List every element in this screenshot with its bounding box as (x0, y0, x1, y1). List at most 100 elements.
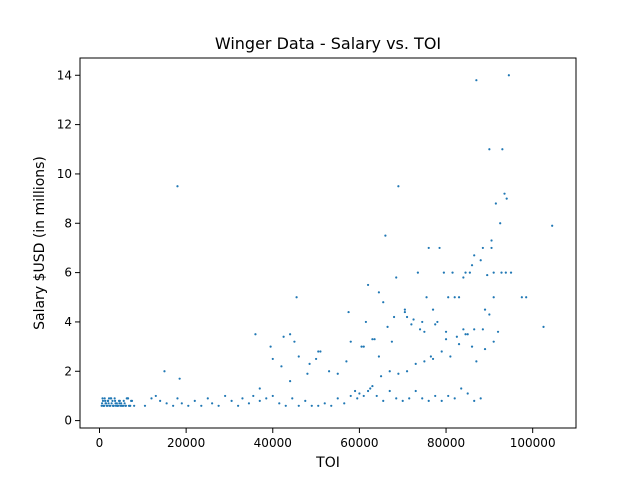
data-point (490, 239, 493, 242)
data-point (254, 333, 257, 336)
data-point (110, 402, 113, 405)
data-point (427, 246, 430, 250)
data-point (271, 357, 274, 361)
data-point (349, 340, 352, 343)
data-point (104, 399, 107, 402)
data-point (416, 271, 419, 274)
data-point (453, 296, 456, 299)
data-point (101, 399, 105, 402)
data-points (100, 74, 554, 407)
data-point (470, 345, 474, 348)
data-point (353, 389, 357, 393)
data-point (314, 357, 318, 361)
data-point (349, 394, 352, 398)
data-point (442, 271, 445, 274)
data-point (388, 389, 391, 393)
data-point (159, 399, 162, 402)
y-tick-label: 14 (57, 68, 72, 82)
data-point (187, 404, 190, 407)
data-point (107, 397, 111, 400)
data-point (317, 350, 320, 353)
data-point (520, 296, 523, 299)
data-point (427, 399, 430, 402)
data-point (258, 387, 261, 390)
data-point (468, 271, 471, 274)
data-point (440, 350, 443, 353)
data-point (364, 320, 367, 324)
data-point (289, 380, 292, 383)
data-point (124, 404, 128, 407)
data-point (481, 328, 484, 331)
data-point (163, 370, 166, 373)
data-point (464, 271, 467, 274)
data-point (473, 399, 476, 402)
data-point (130, 399, 133, 402)
data-point (414, 362, 417, 365)
data-point (154, 394, 157, 398)
data-point (172, 404, 175, 407)
data-point (408, 397, 411, 400)
data-point (466, 392, 469, 395)
data-point (403, 308, 406, 311)
data-point (494, 202, 497, 205)
data-point (295, 296, 298, 299)
data-point (479, 259, 482, 262)
data-point (496, 330, 500, 333)
data-point (397, 185, 400, 188)
data-point (447, 394, 450, 398)
data-point (111, 399, 114, 402)
data-point (133, 404, 136, 407)
data-point (462, 328, 465, 331)
data-point (479, 397, 482, 400)
data-point (114, 402, 117, 405)
data-point (123, 402, 126, 405)
data-point (501, 148, 504, 151)
data-point (504, 271, 507, 274)
data-point (323, 402, 326, 405)
y-axis-ticks: 0 2 4 6 8 10 12 14 (57, 68, 80, 428)
data-point (483, 347, 487, 351)
data-point (284, 404, 287, 407)
data-point (473, 254, 476, 257)
data-point (410, 323, 413, 326)
chart-title: Winger Data - Salary vs. TOI (215, 34, 441, 53)
data-point (278, 402, 281, 405)
data-point (100, 402, 104, 405)
data-point (434, 323, 437, 326)
data-point (330, 404, 333, 407)
data-point (297, 404, 300, 407)
y-tick-label: 12 (57, 118, 72, 132)
data-point (366, 389, 370, 393)
x-tick-label: 80000 (427, 436, 465, 450)
data-point (395, 397, 398, 400)
data-point (317, 404, 320, 407)
data-point (247, 402, 251, 405)
data-point (525, 296, 528, 299)
data-point (269, 345, 272, 348)
data-point (362, 394, 365, 398)
data-point (327, 370, 331, 373)
data-point (118, 402, 121, 405)
data-point (382, 399, 385, 402)
data-point (241, 397, 244, 400)
data-point (289, 333, 292, 336)
data-point (265, 397, 268, 400)
data-point (304, 399, 307, 402)
data-point (377, 291, 380, 294)
data-point (106, 399, 109, 402)
data-point (423, 360, 426, 363)
data-point (297, 355, 300, 358)
data-point (121, 404, 124, 407)
data-point (392, 315, 396, 319)
data-point (113, 397, 116, 400)
data-point (308, 362, 311, 365)
plot-frame (79, 57, 577, 429)
data-point (384, 234, 387, 237)
data-point (462, 276, 465, 279)
data-point (486, 273, 489, 277)
data-point (429, 355, 432, 358)
data-point (258, 399, 261, 402)
data-point (143, 404, 147, 407)
data-point (509, 271, 513, 274)
